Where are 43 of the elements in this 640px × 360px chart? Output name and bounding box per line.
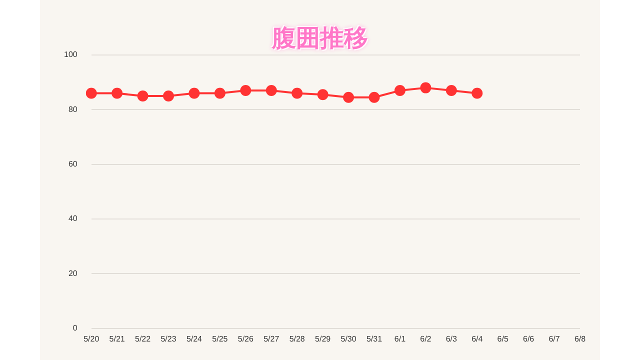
x-tick-label: 6/6 xyxy=(523,334,535,344)
y-tick-label: 80 xyxy=(68,104,78,114)
point xyxy=(394,85,406,96)
y-tick-label: 20 xyxy=(68,268,78,278)
y-tick-label: 40 xyxy=(68,214,78,224)
point xyxy=(446,85,457,96)
point xyxy=(420,82,432,94)
x-tick-label: 6/7 xyxy=(548,334,560,344)
x-tick-label: 6/2 xyxy=(420,334,432,344)
x-tick-label: 6/8 xyxy=(574,334,586,344)
x-tick-label: 5/27 xyxy=(264,334,280,344)
x-tick-label: 6/3 xyxy=(446,334,458,344)
x-tick-label: 5/21 xyxy=(109,334,126,344)
x-tick-label: 5/24 xyxy=(186,334,203,344)
point xyxy=(368,92,380,103)
x-tick-label: 5/22 xyxy=(134,334,152,344)
point xyxy=(214,88,226,99)
x-tick-label: 5/31 xyxy=(366,334,383,344)
x-tick-label: 6/5 xyxy=(497,334,509,344)
point xyxy=(343,92,354,103)
point xyxy=(137,90,148,102)
x-tick-label: 6/1 xyxy=(394,334,406,344)
x-tick-label: 5/20 xyxy=(84,334,100,344)
point xyxy=(86,88,97,99)
point xyxy=(317,89,328,100)
point xyxy=(292,88,303,99)
point xyxy=(472,88,483,99)
x-tick-label: 5/30 xyxy=(340,334,357,344)
point xyxy=(188,88,200,99)
point xyxy=(240,85,252,96)
x-tick-label: 5/28 xyxy=(289,334,306,344)
y-tick-label: 60 xyxy=(68,160,78,169)
y-tick-label: 0 xyxy=(72,324,78,333)
y-tick-label: 100 xyxy=(64,50,78,60)
x-tick-label: 5/25 xyxy=(212,334,228,344)
x-tick-label: 5/26 xyxy=(238,334,254,344)
chart-title: 腹囲推移 xyxy=(272,24,368,52)
point xyxy=(112,88,123,99)
point xyxy=(266,85,277,96)
x-tick-label: 6/4 xyxy=(472,334,484,344)
point xyxy=(163,90,174,102)
x-tick-label: 5/23 xyxy=(160,334,177,344)
x-tick-label: 5/29 xyxy=(315,334,332,344)
